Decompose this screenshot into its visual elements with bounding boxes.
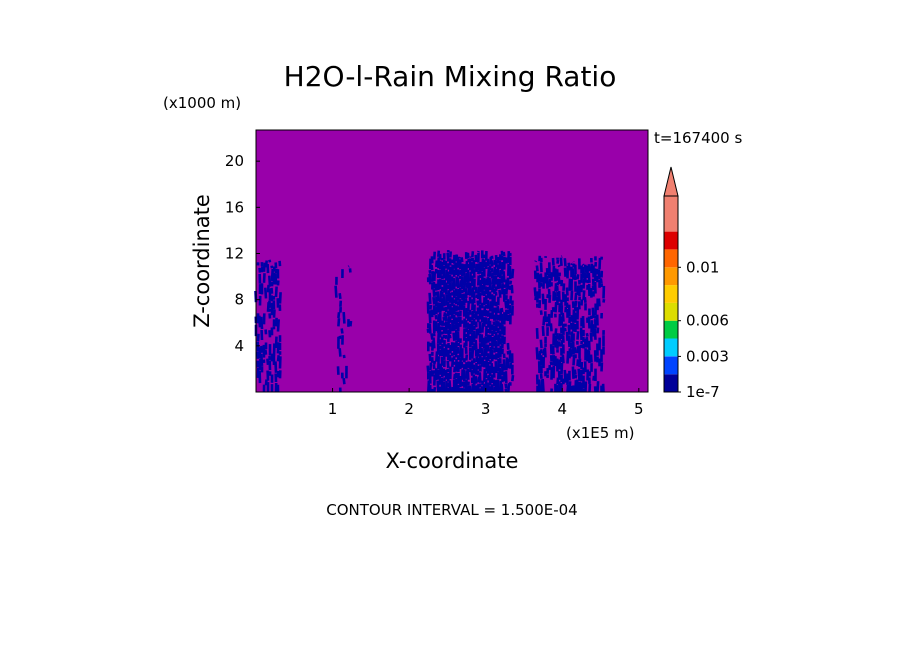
y-tick-label: 12	[225, 244, 244, 262]
colorbar-segment	[664, 338, 678, 357]
chart-title: H2O-l-Rain Mixing Ratio	[284, 60, 617, 93]
y-tick-label: 4	[234, 337, 244, 355]
y-tick-label: 20	[225, 152, 244, 170]
x-tick-label: 4	[557, 400, 567, 418]
colorbar-label: 0.01	[686, 258, 719, 276]
colorbar-label: 0.006	[686, 312, 729, 330]
x-ticks: 1 2 3 4 5	[328, 388, 644, 418]
rain-region	[533, 255, 606, 393]
colorbar-label: 1e-7	[686, 383, 720, 401]
contour-interval-label: CONTOUR INTERVAL = 1.500E-04	[326, 501, 577, 519]
colorbar-segment	[664, 249, 678, 268]
rain-region	[334, 265, 353, 393]
y-unit-label: (x1000 m)	[163, 94, 241, 112]
colorbar-segment	[664, 196, 678, 232]
x-unit-label: (x1E5 m)	[566, 424, 635, 442]
x-tick-label: 3	[481, 400, 491, 418]
plot-frame	[255, 129, 649, 393]
colorbar-extend-arrow	[663, 166, 679, 197]
y-axis-label: Z-coordinate	[190, 194, 214, 328]
y-ticks: 4 8 12 16 20	[225, 152, 260, 355]
colorbar-segment	[664, 267, 678, 286]
y-tick-label: 8	[234, 291, 244, 309]
colorbar-label: 0.003	[686, 347, 729, 365]
colorbar-segment	[664, 302, 678, 321]
plot-area	[254, 129, 649, 393]
colorbar-segment	[664, 356, 678, 375]
x-tick-label: 2	[404, 400, 414, 418]
colorbar-segment	[664, 374, 678, 392]
x-axis-label: X-coordinate	[386, 449, 519, 473]
x-tick-label: 5	[634, 400, 644, 418]
colorbar-segment	[664, 231, 678, 250]
y-tick-label: 16	[225, 198, 244, 216]
time-label: t=167400 s	[654, 129, 742, 147]
colorbar-segment	[664, 320, 678, 339]
rain-field	[254, 250, 606, 393]
rain-region	[426, 250, 515, 393]
x-tick-label: 1	[328, 400, 338, 418]
colorbar-segment	[664, 285, 678, 303]
colorbar: 1e-7 0.003 0.006 0.01	[663, 166, 729, 401]
